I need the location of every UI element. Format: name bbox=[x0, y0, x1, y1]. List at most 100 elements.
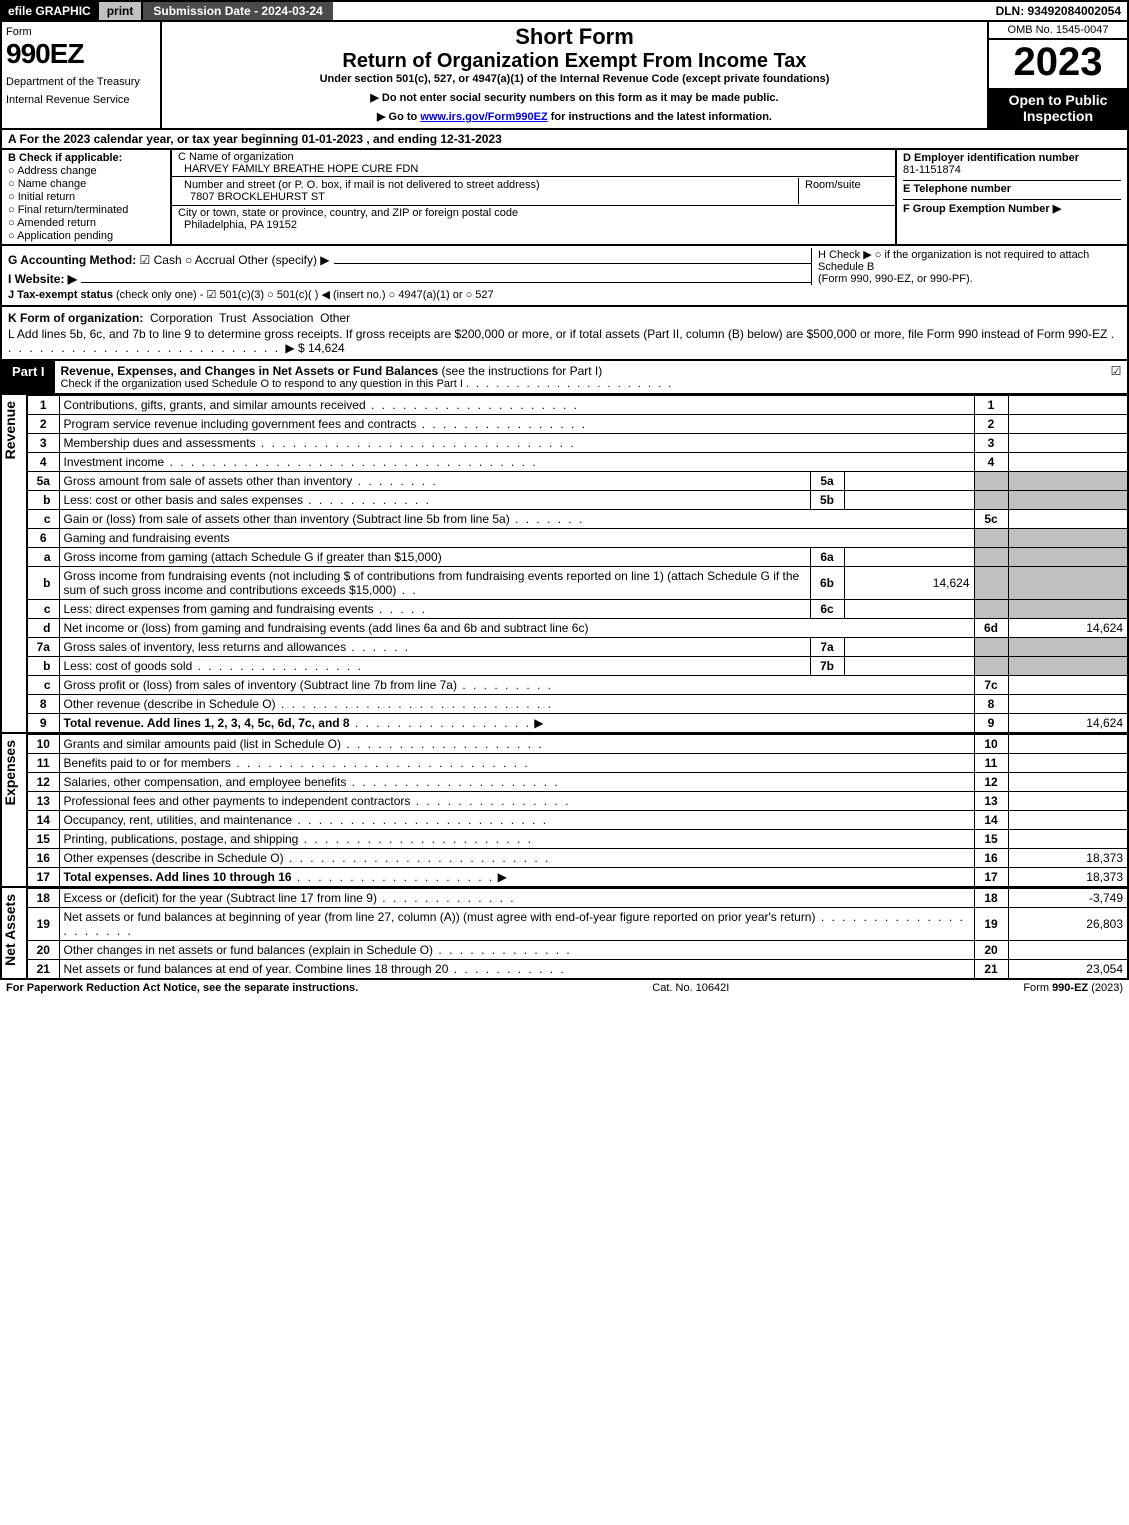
footer-cat-no: Cat. No. 10642I bbox=[652, 982, 729, 994]
k-corporation-checkbox[interactable]: Corporation bbox=[150, 311, 213, 325]
line-ref: 6d bbox=[974, 619, 1008, 638]
line-ref: 2 bbox=[974, 415, 1008, 434]
dots: . . . . . . . . . . . . . . . . . . . . … bbox=[276, 697, 553, 711]
line-desc-text: Net assets or fund balances at beginning… bbox=[64, 910, 816, 924]
table-row: 1 Contributions, gifts, grants, and simil… bbox=[27, 396, 1128, 415]
line-desc: Excess or (deficit) for the year (Subtra… bbox=[59, 889, 974, 908]
i-website-input[interactable] bbox=[81, 269, 811, 283]
l-text: L Add lines 5b, 6c, and 7b to line 9 to … bbox=[8, 327, 1107, 341]
checkbox-application-pending[interactable]: Application pending bbox=[8, 230, 164, 242]
inner-line-value bbox=[844, 548, 974, 567]
identity-block: B Check if applicable: Address change Na… bbox=[0, 150, 1129, 246]
open-public-inspection: Open to Public Inspection bbox=[989, 88, 1127, 128]
table-row: aGross income from gaming (attach Schedu… bbox=[27, 548, 1128, 567]
row-city: City or town, state or province, country… bbox=[172, 206, 895, 232]
expenses-vertical-text: Expenses bbox=[2, 734, 26, 811]
line-number: 11 bbox=[27, 754, 59, 773]
line-number: b bbox=[27, 657, 59, 676]
block-k-l: K Form of organization: Corporation Trus… bbox=[0, 307, 1129, 361]
print-button[interactable]: print bbox=[97, 2, 142, 20]
line-desc: Membership dues and assessments . . . . … bbox=[59, 434, 974, 453]
table-row: 3Membership dues and assessments . . . .… bbox=[27, 434, 1128, 453]
table-row: bGross income from fundraising events (n… bbox=[27, 567, 1128, 600]
line-desc-text: Benefits paid to or for members bbox=[64, 756, 231, 770]
g-cash-checkbox[interactable]: Cash bbox=[140, 253, 182, 267]
efile-text: efile bbox=[8, 4, 32, 18]
line-ref: 5c bbox=[974, 510, 1008, 529]
inner-line-value bbox=[844, 657, 974, 676]
line-ref: 1 bbox=[974, 396, 1008, 415]
form-header-right: OMB No. 1545-0047 2023 Open to Public In… bbox=[987, 22, 1127, 128]
line-amount-shade bbox=[1008, 529, 1128, 548]
line-desc: Contributions, gifts, grants, and simila… bbox=[59, 396, 974, 415]
dln-label: DLN: 93492084002054 bbox=[990, 2, 1127, 20]
line-ref: 19 bbox=[974, 908, 1008, 941]
j-527-checkbox[interactable]: 527 bbox=[466, 289, 494, 301]
ssn-warning: ▶ Do not enter social security numbers o… bbox=[166, 91, 983, 104]
expenses-section: Expenses 10 Grants and similar amounts pa… bbox=[0, 734, 1129, 888]
inner-line-value: 14,624 bbox=[844, 567, 974, 600]
line-number: c bbox=[27, 600, 59, 619]
checkbox-final-return[interactable]: Final return/terminated bbox=[8, 204, 164, 216]
line-number: 12 bbox=[27, 773, 59, 792]
line-number: c bbox=[27, 510, 59, 529]
expenses-vertical-label: Expenses bbox=[0, 734, 26, 888]
line-amount: 18,373 bbox=[1008, 868, 1128, 888]
k-other-checkbox[interactable]: Other bbox=[320, 311, 350, 325]
dots: . . . . . . . . . . . . . . . . . . . . … bbox=[292, 813, 548, 827]
line-amount bbox=[1008, 941, 1128, 960]
line-desc: Program service revenue including govern… bbox=[59, 415, 974, 434]
line-desc: Investment income . . . . . . . . . . . … bbox=[59, 453, 974, 472]
j-501c3-checkbox[interactable]: 501(c)(3) bbox=[207, 288, 265, 301]
inner-line-value bbox=[844, 472, 974, 491]
line-desc-text: Salaries, other compensation, and employ… bbox=[64, 775, 347, 789]
form-header: Form 990EZ Department of the Treasury In… bbox=[0, 22, 1129, 130]
block-g: G Accounting Method: Cash Accrual Other … bbox=[8, 250, 811, 267]
checkbox-name-change[interactable]: Name change bbox=[8, 178, 164, 190]
k-association-checkbox[interactable]: Association bbox=[252, 311, 313, 325]
g-accrual-checkbox[interactable]: Accrual bbox=[185, 253, 235, 267]
checkbox-address-change[interactable]: Address change bbox=[8, 165, 164, 177]
dots: . . . . . . . . . . . . . . . . bbox=[416, 417, 587, 431]
k-trust-checkbox[interactable]: Trust bbox=[219, 311, 246, 325]
part-i-header: Part I Revenue, Expenses, and Changes in… bbox=[0, 361, 1129, 395]
line-desc: Less: direct expenses from gaming and fu… bbox=[59, 600, 810, 619]
form-number: 990EZ bbox=[6, 38, 156, 70]
goto-link[interactable]: www.irs.gov/Form990EZ bbox=[420, 111, 547, 123]
line-number: 14 bbox=[27, 811, 59, 830]
dots: . . . . . . . . . . . . . bbox=[433, 943, 572, 957]
block-g-to-j: H Check ▶ ○ if the organization is not r… bbox=[0, 246, 1129, 307]
line-amount-shade bbox=[1008, 472, 1128, 491]
line-number: b bbox=[27, 491, 59, 510]
part-i-title: Revenue, Expenses, and Changes in Net As… bbox=[61, 364, 439, 378]
form-header-left: Form 990EZ Department of the Treasury In… bbox=[2, 22, 162, 128]
line-desc: Less: cost or other basis and sales expe… bbox=[59, 491, 810, 510]
line-number: 1 bbox=[27, 396, 59, 415]
j-4947-checkbox[interactable]: 4947(a)(1) or bbox=[389, 289, 463, 301]
checkbox-initial-return[interactable]: Initial return bbox=[8, 191, 164, 203]
line-number: 10 bbox=[27, 735, 59, 754]
line-desc: Other changes in net assets or fund bala… bbox=[59, 941, 974, 960]
line-desc-text: Contributions, gifts, grants, and simila… bbox=[64, 398, 366, 412]
line-ref: 8 bbox=[974, 695, 1008, 714]
dots: . . . . . . . . . . . . . bbox=[377, 891, 516, 905]
checkbox-amended-return[interactable]: Amended return bbox=[8, 217, 164, 229]
line-amount: 26,803 bbox=[1008, 908, 1128, 941]
line-ref: 10 bbox=[974, 735, 1008, 754]
top-bar: efile GRAPHIC print Submission Date - 20… bbox=[0, 0, 1129, 22]
inner-line-value bbox=[844, 600, 974, 619]
footer-right-post: (2023) bbox=[1088, 982, 1123, 994]
form-header-center: Short Form Return of Organization Exempt… bbox=[162, 22, 987, 128]
org-name-value: HARVEY FAMILY BREATHE HOPE CURE FDN bbox=[184, 163, 418, 175]
net-assets-vertical-text: Net Assets bbox=[2, 888, 26, 972]
line-ref-shade bbox=[974, 567, 1008, 600]
j-501c-checkbox[interactable]: 501(c)( ) ◀ (insert no.) bbox=[267, 288, 385, 301]
line-desc-text: Grants and similar amounts paid (list in… bbox=[64, 737, 341, 751]
part-i-schedule-o-checkbox[interactable]: ☑ bbox=[1105, 361, 1127, 393]
line-number: b bbox=[27, 567, 59, 600]
line-desc: Gross profit or (loss) from sales of inv… bbox=[59, 676, 974, 695]
dots: . . . . . . . . . bbox=[457, 678, 553, 692]
line-number: 17 bbox=[27, 868, 59, 888]
line-amount-shade bbox=[1008, 638, 1128, 657]
g-other-input[interactable] bbox=[334, 250, 811, 264]
